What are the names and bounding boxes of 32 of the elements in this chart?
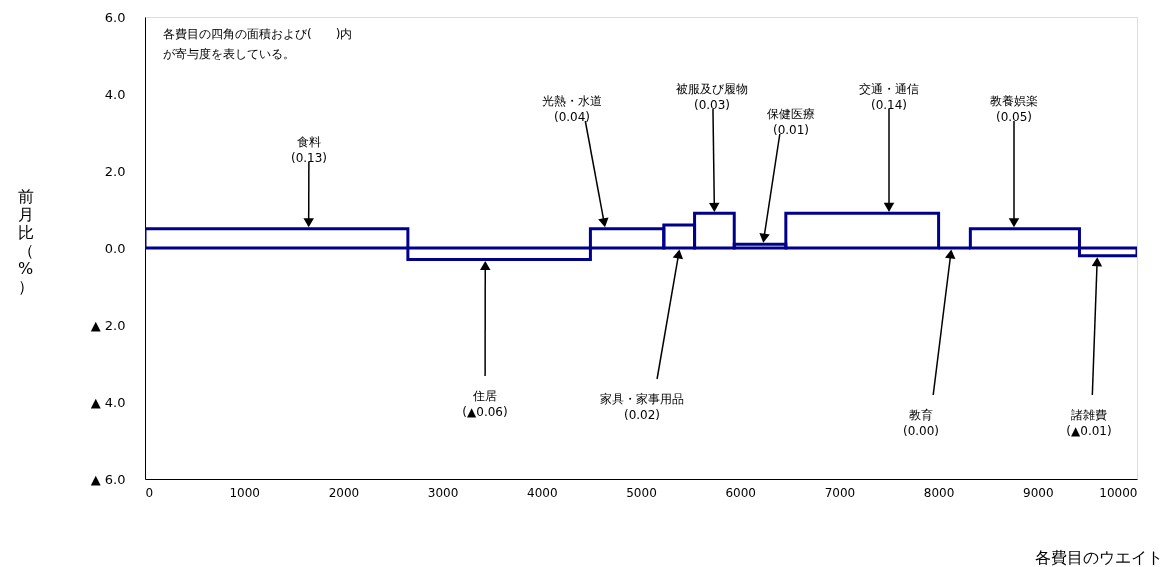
x-tick-label: 8000 [923,485,955,500]
x-axis-title: 各費目のウエイト [1034,547,1163,567]
annotation: 交通・通信 (0.14) [859,82,919,112]
x-tick-label: 3000 [427,485,459,500]
annotation: 光熱・水道 (0.04) [542,94,602,124]
annotation: 保健医療 (0.01) [767,107,815,137]
x-tick-label: 5000 [626,485,657,500]
x-tick-label: 10000 [1099,485,1138,500]
annotation: 各費目の四角の面積および( )内 [163,27,353,41]
annotation: 諸雑費 (▲0.01) [1066,408,1112,438]
y-tick-label: 0.0 [104,240,126,256]
y-axis-title: 前月比（%） [17,186,34,296]
annotation: 食料 (0.13) [290,135,328,165]
x-tick-label: 7000 [824,485,856,500]
y-tick-label: 6.0 [104,9,126,25]
y-tick-label: 4.0 [104,86,126,102]
annotation: 被服及び履物 (0.03) [676,82,748,112]
x-tick-label: 6000 [725,485,756,500]
annotation: 教養娯楽 (0.05) [990,94,1038,124]
x-tick-label: 9000 [1023,485,1054,500]
x-tick-label: 4000 [527,485,558,500]
annotation: 家具・家事用品 (0.02) [600,392,684,422]
annotation: 住居 (▲0.06) [462,389,508,419]
y-tick-label: 2.0 [104,163,126,179]
y-tick-label: ▲ 2.0 [90,317,126,333]
y-tick-label: ▲ 6.0 [90,471,126,487]
y-tick-label: ▲ 4.0 [90,394,126,410]
x-tick-label: 0 [145,485,154,500]
annotation: 教育 (0.00) [902,408,940,438]
x-tick-label: 2000 [328,485,360,500]
annotation: が寄与度を表している。 [163,47,295,61]
x-tick-label: 1000 [229,485,260,500]
